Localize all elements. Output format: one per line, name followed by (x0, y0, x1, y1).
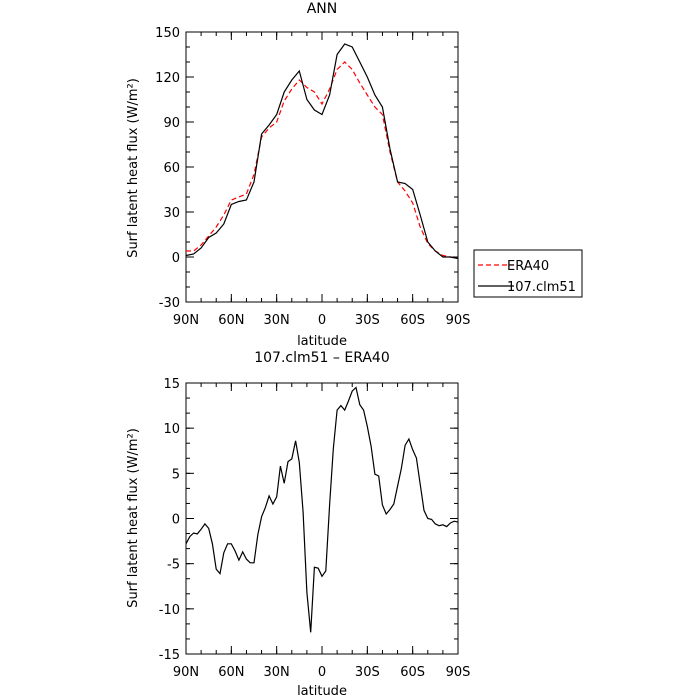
x-tick-label: 90N (173, 665, 199, 680)
plot-frame (185, 31, 459, 303)
y-tick-label: 0 (172, 251, 180, 266)
x-tick-label: 30S (355, 665, 380, 680)
top-y-axis-label: Surf latent heat flux (W/m²) (126, 78, 141, 258)
x-tick-label: 0 (318, 665, 326, 680)
series-line-107-clm51 (185, 43, 459, 260)
top-chart-title: ANN (307, 1, 338, 17)
series-line-era40 (186, 61, 459, 260)
y-tick-label: 10 (163, 422, 180, 437)
y-tick-label: 120 (155, 71, 180, 86)
y-tick-label: 150 (155, 26, 180, 41)
plot-frame (185, 382, 459, 655)
top-x-axis-label: latitude (297, 334, 347, 349)
x-tick-label: 30N (264, 665, 290, 680)
legend-label: ERA40 (507, 259, 549, 274)
y-tick-label: 30 (163, 206, 180, 221)
y-tick-label: 15 (163, 377, 180, 392)
y-tick-label: 0 (172, 513, 180, 528)
x-tick-label: 90S (446, 313, 471, 328)
x-tick-label: 0 (318, 313, 326, 328)
x-tick-label: 60N (218, 313, 244, 328)
bottom-y-axis-label: Surf latent heat flux (W/m²) (126, 428, 141, 608)
x-tick-label: 30S (355, 313, 380, 328)
top-panel: ANN 90N 60N 30N 0 30S 60S 90S-300306090120150 … (126, 1, 583, 349)
legend-label: 107.clm51 (507, 280, 576, 295)
legend-box (473, 249, 583, 298)
x-tick-label: 90S (446, 665, 471, 680)
x-tick-label: 30N (264, 313, 290, 328)
bottom-x-axis-label: latitude (297, 684, 347, 699)
y-tick-label: -10 (159, 603, 180, 618)
y-tick-label: 90 (163, 116, 180, 131)
x-tick-label: 60N (218, 665, 244, 680)
y-tick-label: -30 (159, 296, 180, 311)
legend: ERA40 107.clm51 (473, 249, 583, 298)
x-tick-label: 60S (400, 665, 425, 680)
y-tick-label: -5 (167, 558, 180, 573)
bottom-panel: 107.clm51 – ERA40 90N 60N 30N 0 30S 60S 90S -15… (126, 350, 470, 699)
x-tick-label: 90N (173, 313, 199, 328)
series-line-difference (185, 386, 459, 633)
x-tick-label: 60S (400, 313, 425, 328)
y-tick-label: 5 (172, 467, 180, 482)
y-tick-label: -15 (159, 648, 180, 663)
bottom-chart-title: 107.clm51 – ERA40 (254, 350, 390, 366)
y-tick-label: 60 (163, 161, 180, 176)
